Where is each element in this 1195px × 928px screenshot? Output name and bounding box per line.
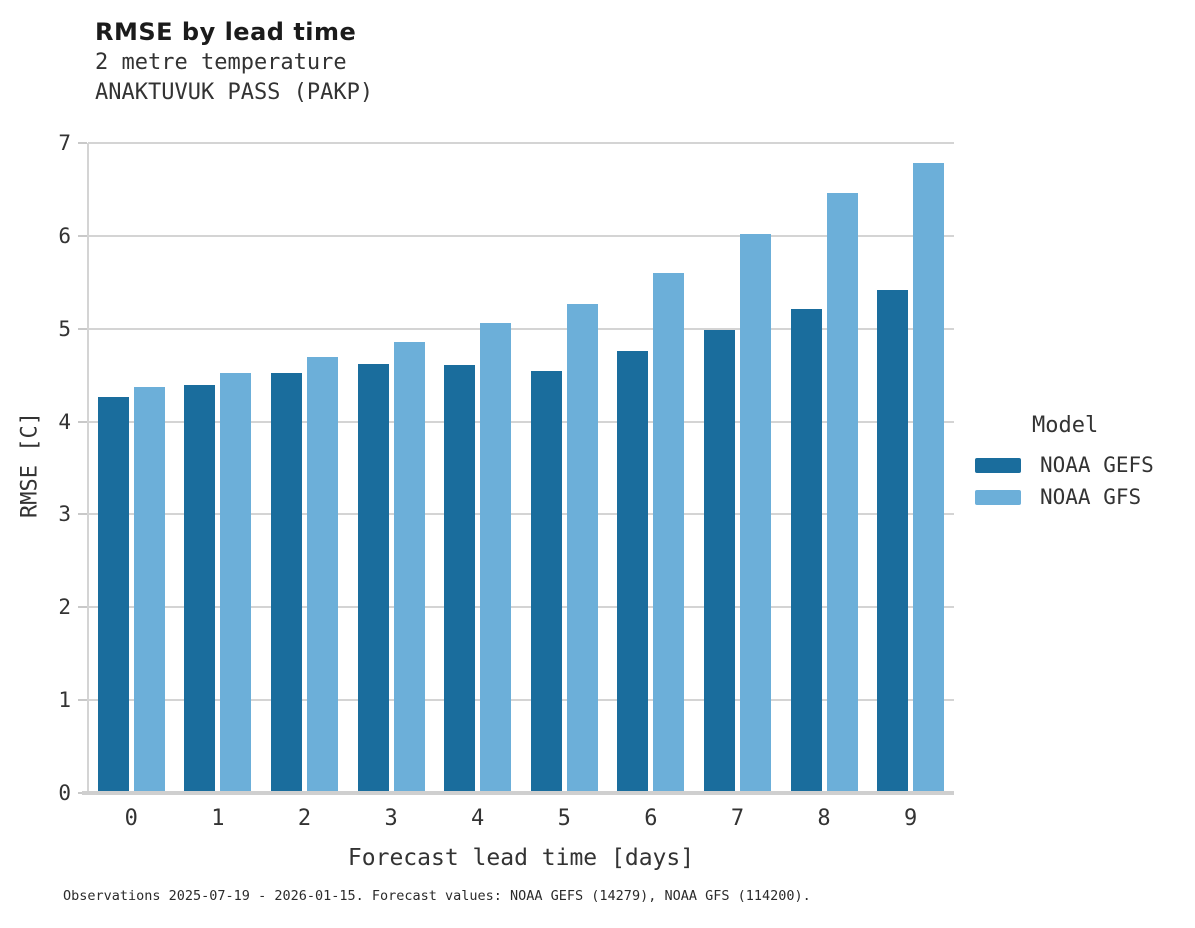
- bar-noaa-gefs: [617, 351, 649, 793]
- legend-label: NOAA GFS: [1040, 485, 1142, 509]
- y-tick-label: 6: [58, 223, 71, 248]
- bar-noaa-gfs: [480, 323, 512, 793]
- gridline: [88, 420, 954, 423]
- bar-noaa-gfs: [739, 234, 771, 793]
- x-tick-label: 5: [557, 806, 571, 831]
- y-tick-mark: [78, 420, 87, 423]
- y-tick-mark: [78, 142, 87, 144]
- y-axis-title: RMSE [C]: [17, 412, 43, 518]
- gridline: [88, 699, 954, 702]
- x-tick-label: 3: [384, 806, 398, 831]
- bar-noaa-gefs: [703, 329, 735, 793]
- x-tick-label: 7: [730, 806, 745, 831]
- gridline: [88, 234, 954, 237]
- legend-title: Model: [1032, 413, 1099, 438]
- legend-rows: NOAA GEFS NOAA GFS: [975, 452, 1154, 510]
- y-tick-label: 2: [58, 595, 71, 620]
- legend-label: NOAA GEFS: [1040, 453, 1154, 477]
- x-tick-label: 2: [297, 806, 312, 831]
- bar-noaa-gefs: [357, 364, 389, 793]
- bar-noaa-gfs: [393, 341, 425, 793]
- gridline: [88, 606, 954, 609]
- bar-group: 5: [521, 143, 608, 831]
- bar-noaa-gefs: [790, 309, 822, 793]
- y-tick-mark: [78, 699, 87, 702]
- bar-noaa-gefs: [444, 364, 476, 793]
- chart-subtitle-station: ANAKTUVUK PASS (PAKP): [95, 80, 374, 105]
- bar-noaa-gfs: [653, 273, 685, 793]
- legend-row: NOAA GFS: [975, 484, 1154, 510]
- y-tick-label: 5: [58, 316, 71, 341]
- bar-noaa-gefs: [877, 289, 909, 793]
- bars-layer: 0 1 2 3 4 5 6 7 8 9: [88, 143, 954, 831]
- legend-swatch: [975, 457, 1021, 473]
- y-tick-label: 7: [58, 131, 71, 155]
- bar-noaa-gfs: [913, 162, 945, 793]
- x-tick-label: 8: [817, 806, 831, 831]
- chart-subtitle-variable: 2 metre temperature: [95, 50, 347, 75]
- bar-group: 2: [261, 143, 348, 831]
- y-axis-line: [87, 143, 89, 793]
- gridline: [88, 513, 954, 516]
- bar-noaa-gefs: [97, 397, 129, 793]
- bar-noaa-gfs: [133, 387, 165, 793]
- legend-row: NOAA GEFS: [975, 452, 1154, 478]
- bar-group: 7: [694, 143, 781, 831]
- x-tick-label: 9: [904, 806, 918, 831]
- x-tick-label: 0: [124, 806, 138, 831]
- bar-group: 3: [348, 143, 435, 831]
- x-axis-title: Forecast lead time [days]: [347, 845, 695, 871]
- y-tick-label: 0: [58, 781, 71, 805]
- y-tick-mark: [78, 234, 87, 237]
- legend: Model NOAA GEFS NOAA GFS: [975, 412, 1154, 516]
- bar-noaa-gefs: [270, 373, 302, 793]
- gridline: [88, 327, 954, 330]
- y-tick-label: 4: [58, 409, 71, 434]
- bar-group: 4: [434, 143, 521, 831]
- bar-noaa-gfs: [826, 193, 858, 793]
- x-tick-label: 6: [644, 806, 658, 831]
- y-tick-label: 1: [58, 688, 71, 713]
- bar-group: 1: [175, 143, 262, 831]
- bar-noaa-gefs: [530, 370, 562, 793]
- chart-title: RMSE by lead time: [95, 18, 357, 46]
- legend-swatch: [975, 489, 1021, 505]
- y-tick-mark: [78, 327, 87, 330]
- x-tick-label: 1: [211, 806, 225, 831]
- x-axis-line: [82, 791, 954, 795]
- bar-noaa-gfs: [306, 356, 338, 793]
- plot-area: 0 1 2 3 4 5 6 7 0 1 2 3 4 5 6 7 8 9: [58, 131, 954, 831]
- bar-group: 0: [88, 143, 175, 831]
- bar-group: 6: [608, 143, 695, 831]
- bar-group: 8: [781, 143, 868, 831]
- y-tick-label: 3: [58, 502, 71, 527]
- bar-group: 9: [867, 143, 954, 831]
- bar-noaa-gfs: [220, 373, 252, 793]
- footer-caption: Observations 2025-07-19 - 2026-01-15. Fo…: [63, 888, 811, 904]
- x-tick-label: 4: [471, 806, 485, 831]
- bar-noaa-gfs: [566, 303, 598, 793]
- y-tick-mark: [78, 513, 87, 516]
- bar-noaa-gefs: [184, 385, 216, 793]
- gridline: [88, 142, 954, 144]
- y-tick-mark: [78, 606, 87, 609]
- chart-header: RMSE by lead time 2 metre temperature AN…: [95, 16, 373, 108]
